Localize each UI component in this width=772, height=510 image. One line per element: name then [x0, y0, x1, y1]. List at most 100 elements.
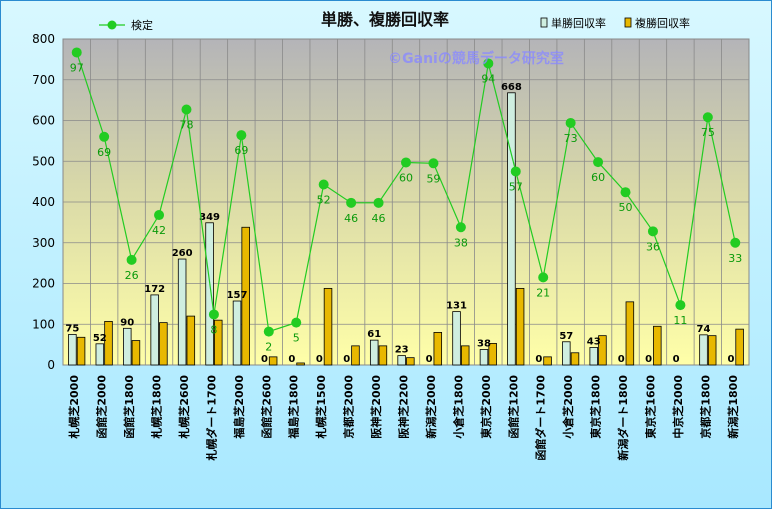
bar-label-tansho: 157 — [227, 290, 248, 301]
point-label-kentei: 78 — [179, 118, 193, 131]
bar-fukusho — [241, 226, 250, 366]
point-kentei — [455, 222, 466, 233]
point-kentei — [510, 166, 521, 177]
y-tick-label: 400 — [32, 195, 55, 209]
x-tick-label: 札幌ダート1700 — [204, 375, 218, 462]
x-tick-label: 中京芝2000 — [671, 375, 685, 439]
bar-tansho — [507, 92, 516, 366]
point-label-kentei: 2 — [265, 341, 272, 354]
point-kentei — [702, 112, 713, 123]
bar-tansho — [68, 334, 77, 366]
bar-tansho — [452, 311, 461, 366]
point-label-kentei: 57 — [509, 180, 523, 193]
bar-fukusho — [598, 335, 607, 366]
x-tick-label: 新潟ダート1800 — [616, 375, 630, 461]
point-label-kentei: 5 — [293, 332, 300, 345]
point-kentei — [318, 179, 329, 190]
bar-fukusho — [735, 328, 744, 366]
x-tick-label: 函館芝1800 — [122, 375, 136, 439]
x-tick-label: 札幌芝2000 — [67, 375, 81, 440]
bar-label-tansho: 260 — [172, 248, 193, 259]
point-kentei — [126, 254, 137, 265]
bar-label-tansho: 75 — [65, 323, 79, 334]
bar-fukusho — [433, 331, 443, 366]
point-kentei — [620, 187, 631, 198]
point-kentei — [647, 226, 658, 237]
point-label-kentei: 21 — [536, 286, 550, 299]
x-tick-label: 阪神芝2200 — [397, 375, 411, 439]
point-label-kentei: 42 — [152, 224, 166, 237]
x-tick-label: 札幌芝1800 — [150, 375, 164, 440]
chart-title: 単勝、複勝回収率 — [321, 10, 449, 29]
point-label-kentei: 46 — [344, 212, 358, 225]
point-label-kentei: 69 — [97, 146, 111, 159]
y-tick-label: 700 — [32, 73, 55, 87]
point-kentei — [538, 272, 549, 283]
legend-label-fukusho: 複勝回収率 — [635, 16, 690, 30]
bar-tansho — [123, 327, 132, 366]
point-label-kentei: 60 — [591, 171, 605, 184]
point-kentei — [428, 158, 439, 169]
bar-label-tansho: 668 — [501, 82, 522, 93]
x-tick-label: 札幌芝2600 — [177, 375, 191, 440]
point-kentei — [730, 237, 741, 248]
point-kentei — [593, 157, 604, 168]
bar-fukusho — [406, 357, 415, 366]
bar-fukusho — [378, 345, 388, 366]
x-tick-label: 京都芝1800 — [698, 375, 712, 439]
bar-fukusho — [460, 345, 470, 366]
bar-fukusho — [323, 287, 333, 366]
point-kentei — [346, 197, 357, 208]
point-kentei — [483, 58, 494, 69]
bar-fukusho — [268, 356, 278, 366]
point-kentei — [99, 131, 110, 142]
point-kentei — [208, 309, 219, 320]
y-tick-label: 0 — [47, 358, 55, 372]
bar-label-tansho: 43 — [587, 336, 601, 347]
point-kentei — [565, 117, 576, 128]
bar-tansho — [589, 347, 598, 366]
bar-label-tansho: 0 — [673, 354, 680, 365]
bar-fukusho — [653, 325, 662, 366]
bar-tansho — [369, 339, 379, 366]
x-tick-label: 函館芝2000 — [95, 375, 109, 439]
bar-label-tansho: 74 — [697, 324, 711, 335]
point-label-kentei: 69 — [234, 144, 248, 157]
legend-swatch-fukusho — [624, 17, 632, 28]
point-kentei — [263, 326, 274, 337]
point-kentei — [181, 104, 192, 115]
legend-marker-kentei — [107, 20, 117, 30]
y-tick-label: 800 — [32, 32, 55, 46]
x-tick-label: 新潟芝1800 — [726, 375, 740, 439]
bar-fukusho — [104, 320, 113, 366]
point-kentei — [401, 157, 411, 168]
bar-fukusho — [351, 345, 360, 366]
y-tick-label: 300 — [32, 236, 55, 250]
point-label-kentei: 46 — [372, 212, 386, 225]
bar-label-tansho: 0 — [288, 354, 295, 365]
y-tick-label: 500 — [32, 154, 55, 168]
watermark: ©Ganiの競馬データ研究室 — [388, 50, 564, 67]
bar-fukusho — [707, 335, 717, 366]
bar-fukusho — [159, 322, 168, 366]
point-kentei — [236, 130, 247, 141]
x-tick-label: 小倉芝1800 — [451, 375, 465, 440]
bar-label-tansho: 0 — [343, 354, 350, 365]
bar-tansho — [205, 222, 214, 366]
bar-label-tansho: 349 — [199, 212, 220, 223]
point-label-kentei: 73 — [564, 132, 578, 145]
x-tick-label: 函館ダート1700 — [534, 375, 548, 461]
bar-label-tansho: 57 — [559, 331, 573, 342]
point-label-kentei: 60 — [399, 171, 413, 184]
point-label-kentei: 36 — [646, 240, 660, 253]
bar-label-tansho: 61 — [367, 329, 381, 340]
bar-label-tansho: 0 — [618, 354, 625, 365]
x-tick-label: 阪神芝2000 — [369, 375, 383, 439]
bar-label-tansho: 0 — [261, 354, 268, 365]
x-tick-label: 小倉芝2000 — [561, 375, 575, 440]
point-kentei — [373, 197, 384, 208]
x-tick-label: 福島芝1800 — [287, 375, 301, 440]
bar-fukusho — [570, 352, 580, 366]
